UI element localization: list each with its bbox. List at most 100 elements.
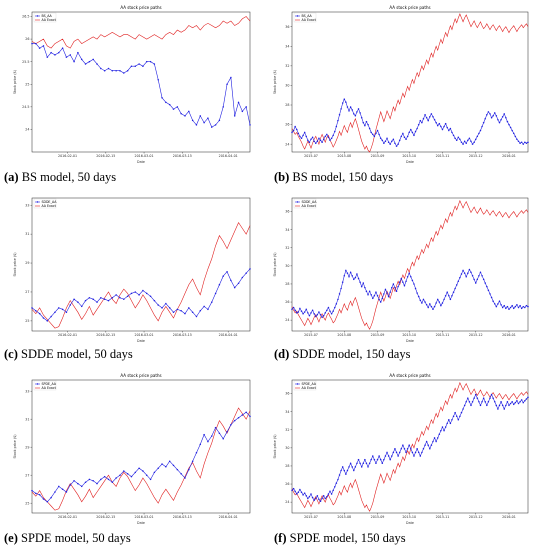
data-point bbox=[73, 60, 75, 63]
data-point bbox=[451, 294, 453, 297]
data-point bbox=[199, 310, 202, 312]
data-point bbox=[389, 458, 391, 461]
data-point bbox=[425, 116, 428, 119]
data-point bbox=[188, 307, 190, 309]
data-point bbox=[203, 433, 205, 436]
data-point bbox=[123, 298, 125, 300]
data-point bbox=[65, 491, 68, 493]
data-point bbox=[497, 303, 499, 305]
data-point bbox=[459, 415, 461, 417]
data-point bbox=[486, 114, 488, 116]
data-point bbox=[436, 298, 439, 301]
data-point bbox=[145, 292, 148, 295]
data-point bbox=[381, 297, 384, 300]
data-point bbox=[438, 122, 441, 125]
data-point bbox=[525, 142, 528, 144]
data-point bbox=[379, 137, 382, 140]
y-tick-label: 25 bbox=[25, 82, 29, 86]
data-point bbox=[341, 466, 344, 468]
data-point bbox=[454, 287, 456, 290]
data-point bbox=[54, 311, 56, 313]
data-point bbox=[364, 458, 366, 461]
data-point bbox=[522, 305, 524, 308]
data-point bbox=[297, 491, 300, 493]
data-point bbox=[308, 495, 311, 498]
data-point bbox=[345, 473, 347, 475]
chart-svg-d: 24 26 28 30 32 34 36 2015-07 2015-08 2015-09 2015-… bbox=[273, 197, 529, 343]
data-point bbox=[482, 278, 485, 281]
data-point bbox=[354, 115, 357, 117]
legend-marker bbox=[36, 201, 39, 203]
data-point bbox=[38, 312, 41, 315]
data-point bbox=[354, 276, 357, 279]
data-point bbox=[402, 444, 404, 446]
data-point bbox=[145, 60, 148, 63]
data-point bbox=[316, 495, 319, 497]
data-point bbox=[378, 298, 380, 301]
data-point bbox=[69, 54, 71, 56]
data-point bbox=[176, 308, 179, 311]
data-point bbox=[443, 429, 445, 432]
data-point bbox=[471, 275, 474, 277]
data-point bbox=[463, 140, 466, 142]
legend-box bbox=[293, 380, 317, 391]
data-point bbox=[50, 51, 52, 54]
data-point bbox=[188, 468, 190, 471]
data-point bbox=[402, 281, 404, 283]
data-point bbox=[421, 451, 423, 454]
data-point bbox=[61, 488, 64, 490]
data-point bbox=[176, 468, 179, 471]
data-point bbox=[405, 451, 407, 454]
data-point bbox=[195, 452, 198, 454]
data-point bbox=[451, 419, 453, 421]
data-point bbox=[417, 295, 420, 298]
data-point bbox=[444, 294, 447, 297]
data-point bbox=[432, 116, 434, 118]
x-tick-label: 2016-02-01 bbox=[58, 154, 77, 158]
data-point bbox=[203, 121, 205, 124]
data-point bbox=[168, 460, 171, 462]
y-tick-label: 36 bbox=[285, 210, 289, 214]
data-point bbox=[184, 115, 186, 117]
data-point bbox=[211, 301, 213, 303]
data-point bbox=[406, 135, 409, 138]
data-point bbox=[457, 419, 460, 421]
x-tick-label: 2016-02-15 bbox=[96, 154, 115, 158]
chart-panel-f: AA stock price paths 24 26 28 30 32 34 36 2015-0… bbox=[270, 372, 532, 527]
x-tick-label: 2016-01 bbox=[502, 154, 516, 158]
data-point bbox=[438, 433, 441, 436]
y-tick-label: 26.5 bbox=[22, 15, 29, 19]
data-point bbox=[493, 400, 496, 403]
data-point bbox=[389, 291, 391, 293]
data-point bbox=[357, 458, 360, 461]
data-point bbox=[459, 138, 461, 141]
data-point bbox=[462, 408, 464, 410]
plot-area bbox=[31, 379, 251, 514]
data-point bbox=[468, 137, 471, 140]
data-point bbox=[365, 462, 368, 464]
data-point bbox=[305, 495, 308, 497]
data-point bbox=[157, 78, 159, 81]
data-point bbox=[524, 306, 526, 309]
data-point bbox=[157, 467, 159, 469]
caption-c-text: SDDE model, 50 days bbox=[17, 347, 133, 361]
data-point bbox=[379, 458, 382, 461]
x-tick-label: 2015-10 bbox=[402, 333, 416, 337]
data-point bbox=[300, 491, 303, 493]
data-point bbox=[310, 312, 312, 314]
data-point bbox=[161, 307, 163, 309]
data-point bbox=[411, 279, 414, 282]
data-point bbox=[334, 486, 336, 488]
data-point bbox=[184, 477, 186, 479]
data-point bbox=[459, 276, 461, 279]
data-point bbox=[88, 478, 91, 481]
data-point bbox=[525, 398, 528, 400]
data-point bbox=[307, 312, 309, 314]
data-point bbox=[489, 293, 491, 295]
y-tick-label: 30 bbox=[285, 264, 289, 268]
data-point bbox=[511, 400, 513, 403]
data-point bbox=[433, 118, 436, 121]
data-point bbox=[487, 111, 490, 113]
data-point bbox=[378, 133, 380, 136]
data-point bbox=[338, 293, 341, 295]
